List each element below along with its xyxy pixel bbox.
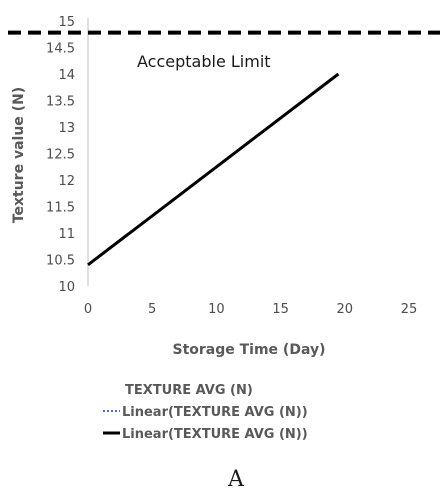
x-tick-label: 10 bbox=[208, 302, 225, 317]
y-tick-label: 13 bbox=[58, 121, 75, 136]
y-tick-labels: 10 10.5 11 11.5 12 12.5 13 13.5 14 14.5 15 bbox=[46, 15, 75, 295]
y-tick-label: 11.5 bbox=[46, 201, 75, 216]
legend-entry-label: Linear(TEXTURE AVG (N)) bbox=[122, 427, 308, 442]
panel-label: A bbox=[227, 467, 245, 492]
y-tick-label: 10 bbox=[58, 280, 75, 295]
x-tick-labels: 0 5 10 15 20 25 bbox=[84, 302, 417, 317]
x-tick-label: 25 bbox=[401, 302, 418, 317]
y-tick-label: 13.5 bbox=[46, 95, 75, 110]
x-tick-label: 5 bbox=[148, 302, 156, 317]
y-tick-label: 11 bbox=[58, 227, 75, 242]
x-tick-label: 0 bbox=[84, 302, 92, 317]
x-tick-label: 15 bbox=[272, 302, 289, 317]
series-line-0 bbox=[87, 72, 340, 266]
y-tick-label: 15 bbox=[58, 15, 75, 30]
x-axis-title: Storage Time (Day) bbox=[172, 342, 325, 358]
legend-entry-label: TEXTURE AVG (N) bbox=[125, 383, 253, 398]
y-tick-label: 12.5 bbox=[46, 148, 75, 163]
y-tick-label: 14 bbox=[58, 68, 75, 83]
y-tick-label: 14.5 bbox=[46, 42, 75, 57]
x-tick-label: 20 bbox=[337, 302, 354, 317]
legend-entry-label: Linear(TEXTURE AVG (N)) bbox=[122, 405, 308, 420]
series-lines bbox=[87, 72, 340, 266]
legend: TEXTURE AVG (N) Linear(TEXTURE AVG (N)) Li… bbox=[103, 383, 308, 442]
y-tick-label: 10.5 bbox=[46, 254, 75, 269]
y-axis-title: Texture value (N) bbox=[11, 87, 27, 223]
acceptable-limit-label: Acceptable Limit bbox=[137, 52, 271, 71]
y-tick-label: 12 bbox=[58, 174, 75, 189]
acceptable-limit-group: Acceptable Limit bbox=[8, 30, 440, 71]
